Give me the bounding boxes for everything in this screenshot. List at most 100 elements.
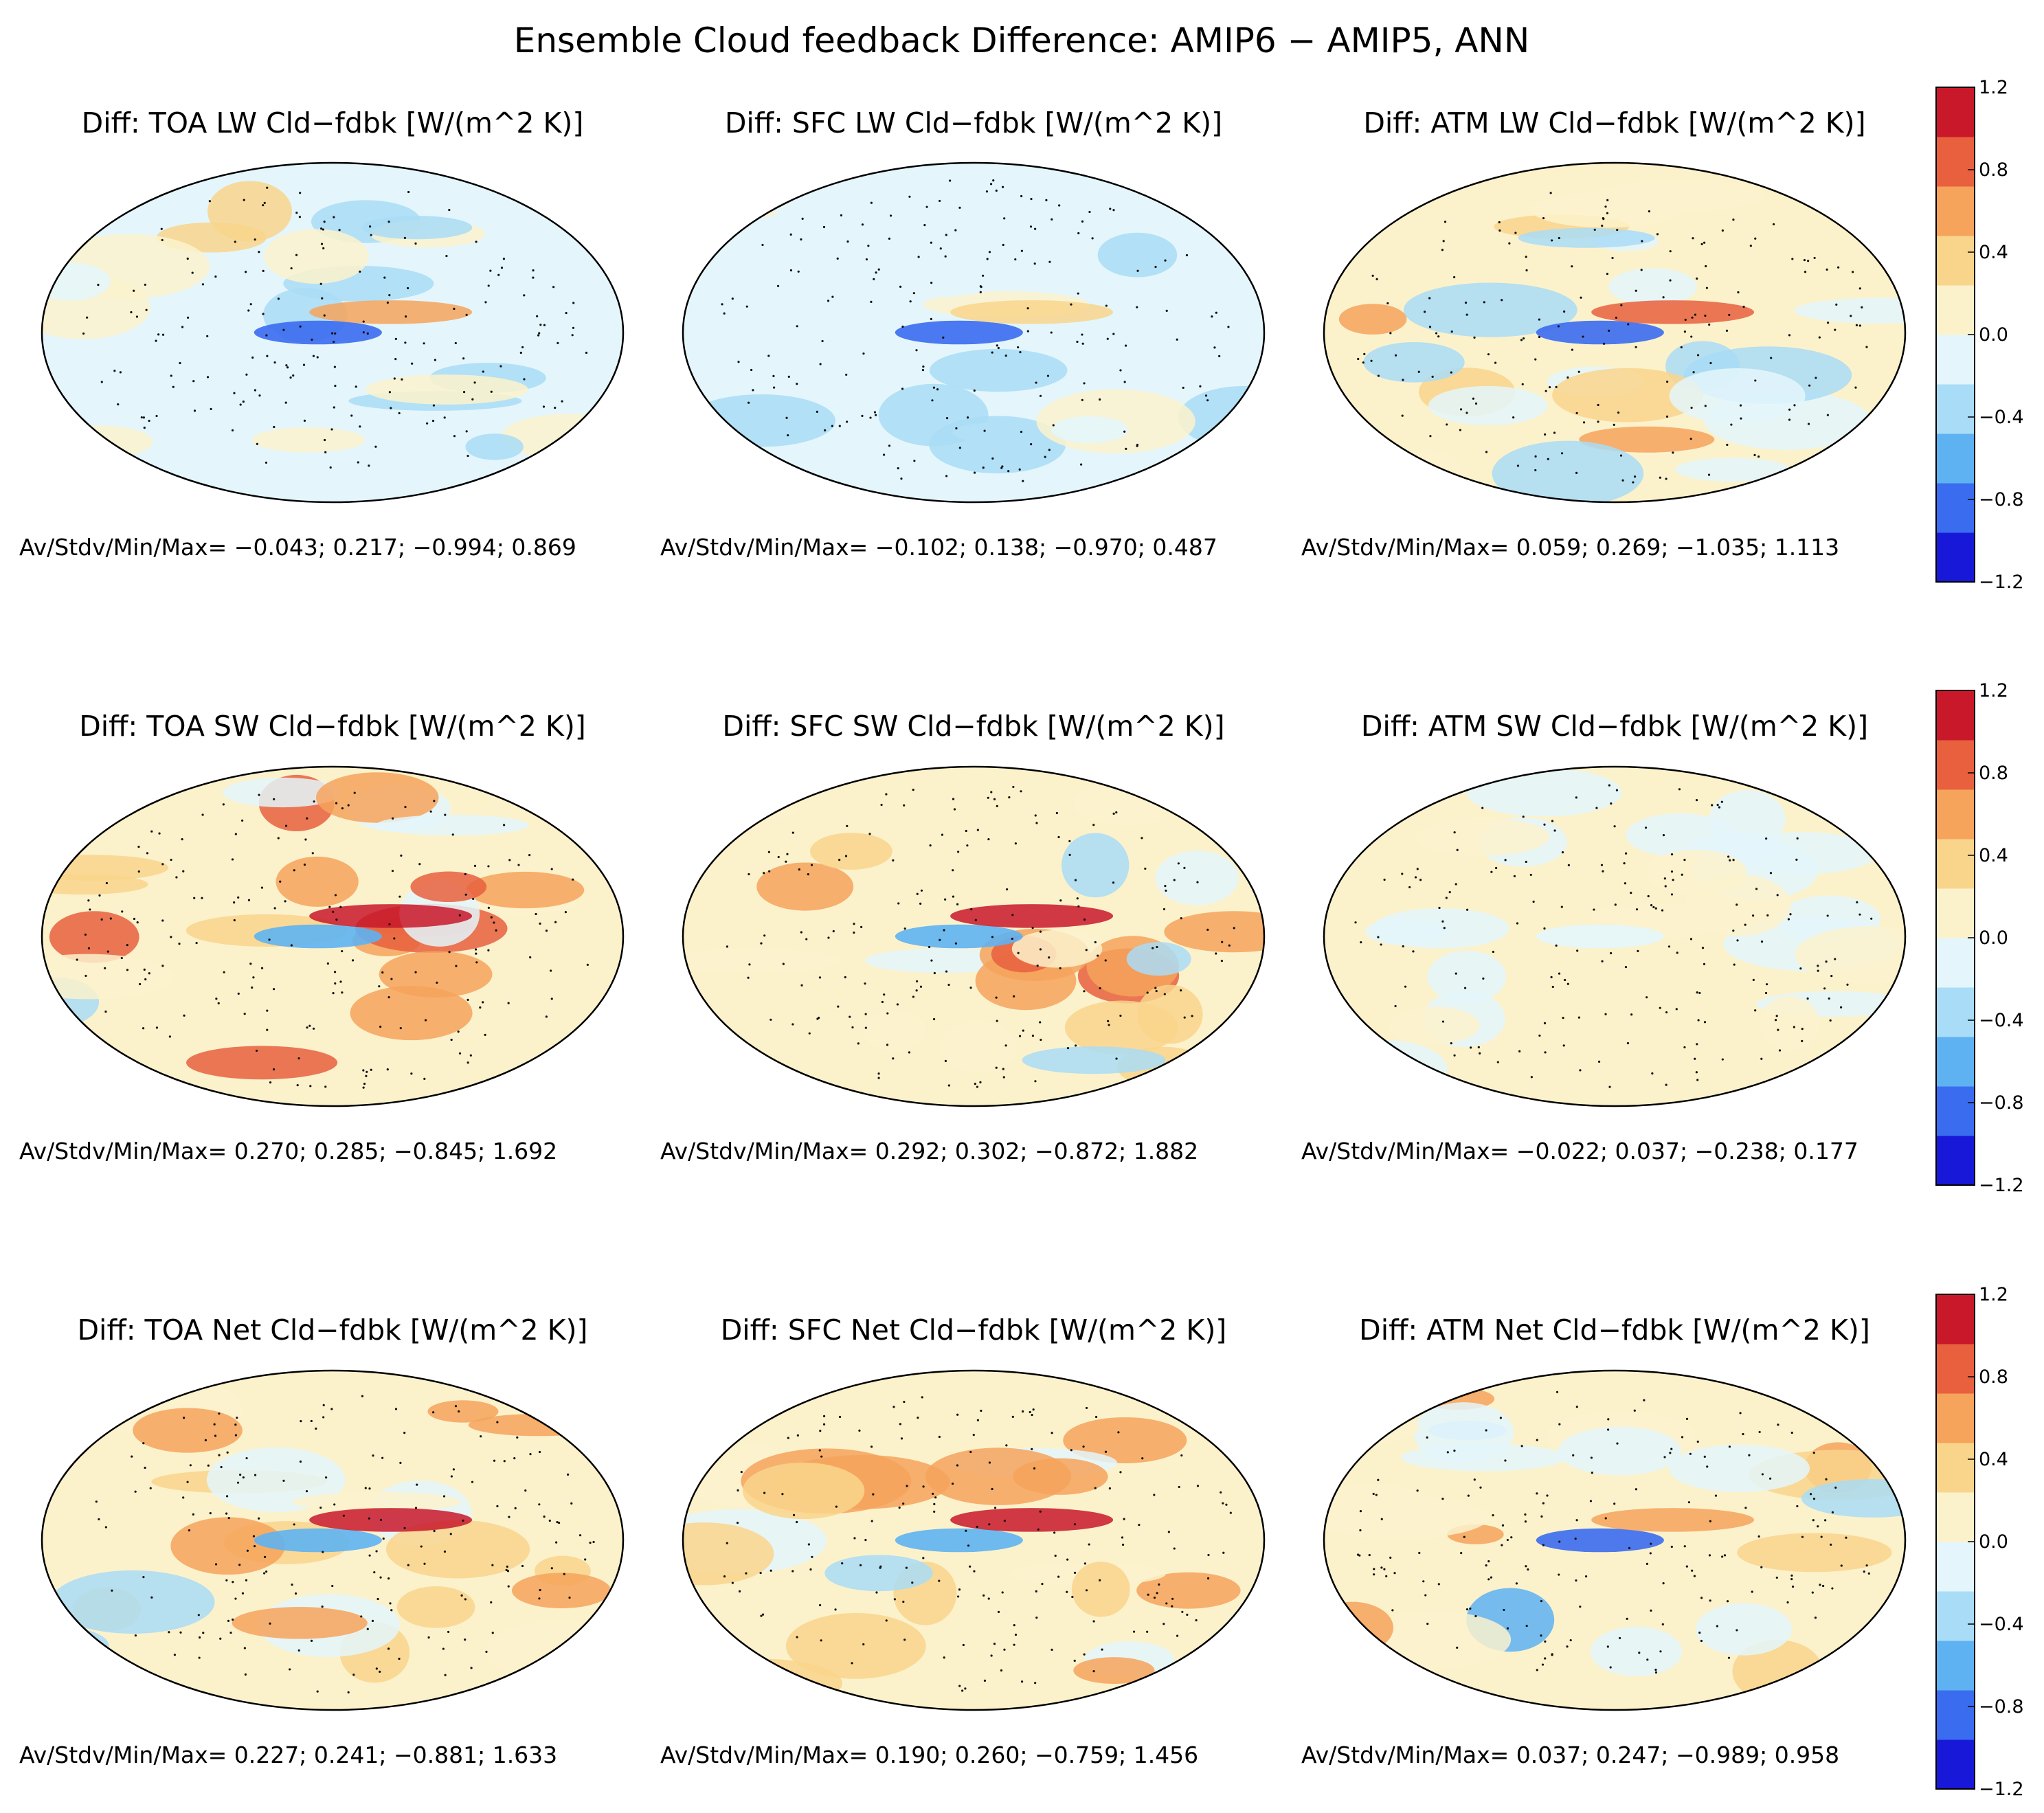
stipple-dot [487, 949, 490, 951]
stipple-dot [500, 267, 504, 269]
stipple-dot [146, 852, 149, 855]
stipple-dot [1597, 420, 1599, 423]
stipple-dot [1206, 928, 1209, 931]
stipple-dot [1619, 454, 1623, 457]
stipple-dot [1630, 1013, 1633, 1016]
stipple-dot [1385, 1575, 1388, 1577]
stipple-dot [1030, 198, 1033, 201]
stipple-dot [550, 868, 553, 870]
stipple-dot [225, 1512, 228, 1515]
stipple-dot [798, 868, 800, 871]
stipple-dot [875, 414, 877, 416]
stipple-dot [462, 357, 465, 360]
stipple-dot [861, 414, 864, 417]
stipple-dot [1698, 991, 1701, 995]
stipple-dot [1524, 1513, 1527, 1516]
stipple-dot [1371, 274, 1374, 277]
stipple-dot [170, 374, 172, 377]
stipple-dot [1659, 1650, 1662, 1653]
map-blob [42, 874, 148, 895]
stipple-dot [1603, 342, 1606, 345]
stipple-dot [1726, 443, 1729, 447]
stipple-dot [126, 944, 128, 947]
stipple-dot [1136, 306, 1138, 308]
stipple-dot [1383, 878, 1386, 881]
stipple-dot [170, 936, 172, 938]
stipple-dot [1088, 1543, 1090, 1546]
stipple-dot [1706, 1465, 1709, 1468]
stipple-dot [1665, 477, 1667, 480]
stipple-dot [285, 364, 288, 367]
stipple-dot [1026, 330, 1029, 333]
stipple-dot [921, 369, 925, 372]
stipple-dot [1615, 316, 1618, 319]
stipple-dot [1772, 223, 1775, 226]
stipple-dot [365, 1074, 368, 1077]
stipple-dot [1112, 209, 1115, 212]
stipple-dot [956, 1464, 959, 1467]
stippling [95, 1395, 595, 1693]
stipple-dot [1544, 1640, 1547, 1643]
stipple-dot [543, 324, 546, 326]
stipple-dot [1070, 303, 1072, 306]
stipple-dot [237, 896, 240, 899]
stipple-dot [1163, 908, 1166, 911]
stipple-dot [1076, 897, 1079, 900]
stipple-dot [362, 1086, 365, 1089]
stipple-dot [818, 1449, 821, 1452]
stipple-dot [484, 1033, 486, 1036]
stipple-dot [1227, 326, 1230, 328]
stipple-dot [1506, 1538, 1509, 1542]
stipple-dot [155, 414, 158, 418]
stipple-dot [550, 969, 552, 972]
stipple-dot [424, 1019, 427, 1022]
stipple-dot [1136, 269, 1139, 272]
stipple-dot [1453, 275, 1456, 279]
stipple-dot [1670, 1448, 1673, 1450]
stipple-dot [451, 833, 454, 836]
stipple-dot [342, 1514, 345, 1517]
stipple-dot [827, 300, 830, 302]
stipple-dot [1017, 346, 1020, 349]
stipple-dot [1404, 985, 1407, 988]
stipple-dot [1824, 1519, 1827, 1522]
stipple-dot [161, 333, 165, 336]
stipple-dot [945, 417, 949, 420]
stipple-dot [1041, 1582, 1044, 1586]
stipple-dot [1473, 336, 1476, 339]
stipple-dot [262, 1572, 266, 1575]
stipple-dot [1083, 1653, 1086, 1656]
stipple-dot [1739, 404, 1742, 407]
stipple-dot [1465, 412, 1468, 414]
stipple-dot [418, 863, 421, 866]
stipple-dot [258, 793, 260, 796]
stipple-dot [1604, 1517, 1607, 1520]
stipple-dot [462, 390, 466, 394]
stipple-dot [1600, 864, 1604, 866]
stipple-dot [524, 1489, 527, 1492]
map-blob [1795, 926, 1905, 984]
stipple-dot [834, 1608, 837, 1611]
stipple-dot [1858, 913, 1861, 916]
stipple-dot [521, 346, 524, 349]
stipple-dot [954, 942, 958, 945]
stipple-dot [1858, 324, 1861, 327]
stipple-dot [232, 1581, 234, 1584]
stipple-dot [1659, 1006, 1661, 1009]
stipple-dot [341, 991, 344, 994]
stipple-dot [407, 1564, 409, 1566]
stipple-dot [897, 467, 899, 470]
stippling [76, 791, 589, 1089]
stipple-dot [502, 258, 506, 260]
stipple-dot [1823, 987, 1826, 990]
map-blob [522, 217, 623, 269]
stipple-dot [1851, 271, 1854, 273]
stipple-dot [1108, 1024, 1110, 1026]
stipple-dot [1602, 218, 1605, 221]
stipple-dot [312, 1027, 315, 1030]
stipple-dot [87, 899, 90, 902]
stipple-dot [1146, 1630, 1149, 1633]
stipple-dot [1694, 313, 1697, 316]
stipple-dot [801, 217, 804, 220]
stipple-dot [1191, 1015, 1193, 1017]
